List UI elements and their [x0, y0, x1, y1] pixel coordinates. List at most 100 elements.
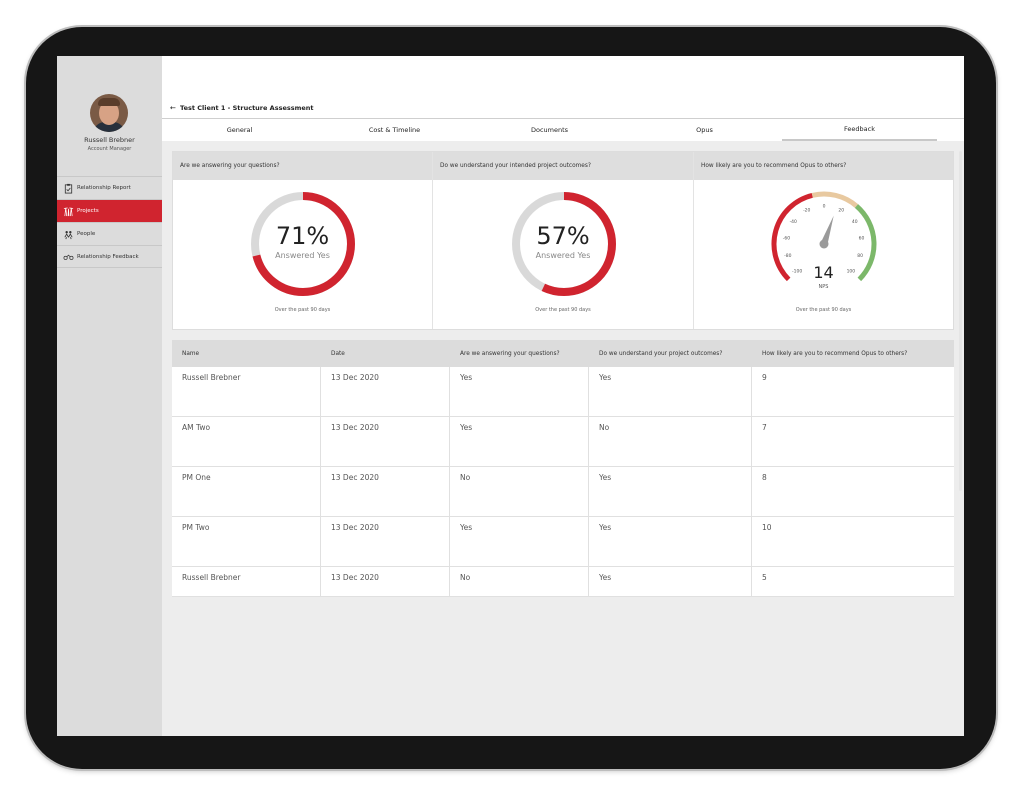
cell-name: Russell Brebner: [172, 367, 321, 416]
sidebar-item-label: People: [77, 231, 96, 237]
sidebar-item-label: Projects: [77, 208, 99, 214]
cell-answering: Yes: [450, 517, 589, 566]
cell-recommend: 9: [762, 373, 767, 382]
tab-opus[interactable]: Opus: [696, 126, 713, 134]
column-header-name[interactable]: Name: [182, 350, 200, 357]
card-footer: Over the past 90 days: [274, 307, 331, 313]
clipboard-icon: [61, 183, 75, 194]
cell-name: PM Two: [172, 517, 321, 566]
gauge-detractor-arc: [771, 192, 813, 282]
table-row[interactable]: Russell Brebner 13 Dec 2020 Yes Yes 9: [172, 367, 954, 417]
handshake-icon: [61, 251, 75, 262]
card-title: How likely are you to recommend Opus to …: [694, 152, 953, 180]
feedback-table: Name Date Are we answering your question…: [172, 340, 954, 597]
cell-recommend: 8: [762, 473, 767, 482]
user-role: Account Manager: [87, 146, 132, 152]
cell-outcomes: Yes: [589, 517, 752, 566]
card-footer: Over the past 90 days: [535, 307, 591, 313]
breadcrumb: ← Test Client 1 - Structure Assessment: [162, 100, 964, 119]
donut-chart: [251, 192, 355, 296]
sidebar-item-relationship-report[interactable]: Relationship Report: [57, 176, 162, 199]
gauge-passive-arc: [811, 191, 859, 208]
donut-value-arc: [251, 192, 355, 296]
tab-feedback[interactable]: Feedback: [782, 119, 937, 141]
tab-documents[interactable]: Documents: [530, 126, 569, 134]
card-footer: Over the past 90 days: [795, 307, 852, 313]
gauge-tick-label: 0: [823, 204, 826, 210]
nps-value: 14: [813, 263, 834, 282]
donut-label: Answered Yes: [275, 251, 330, 260]
table-row[interactable]: AM Two 13 Dec 2020 Yes No 7: [172, 417, 954, 467]
cell-name: AM Two: [172, 417, 321, 466]
tab-general[interactable]: General: [226, 126, 253, 134]
app-screen: Russell Brebner Account Manager Relation…: [57, 56, 964, 736]
top-bar: [162, 56, 964, 104]
cell-answering: Yes: [450, 367, 589, 416]
people-icon: [61, 229, 75, 240]
card-recommend-nps: How likely are you to recommend Opus to …: [694, 152, 953, 329]
back-arrow-icon[interactable]: ←: [170, 104, 176, 112]
gauge-tick-label: -100: [792, 268, 802, 274]
cell-name: PM One: [172, 467, 321, 516]
column-header-answering[interactable]: Are we answering your questions?: [460, 350, 560, 357]
column-header-outcomes[interactable]: Do we understand your project outcomes?: [599, 350, 723, 357]
donut-percent: 71%: [275, 222, 330, 250]
page-title: Test Client 1 - Structure Assessment: [180, 104, 314, 112]
table-row[interactable]: PM One 13 Dec 2020 No Yes 8: [172, 467, 954, 517]
card-answering-questions: Are we answering your questions? 71% Ans…: [173, 152, 433, 329]
cell-answering: Yes: [450, 417, 589, 466]
gauge-tick-label: 60: [859, 236, 865, 242]
gauge-tick-label: 80: [857, 253, 863, 259]
nps-gauge: -100 -80 -60 -40 -20 0 20 40 60 80 100: [771, 191, 877, 282]
cell-date: 13 Dec 2020: [321, 467, 450, 516]
donut-label: Answered Yes: [535, 251, 591, 260]
feedback-summary-cards: Are we answering your questions? 71% Ans…: [172, 151, 954, 330]
cell-recommend: 7: [762, 423, 767, 432]
sidebar-item-relationship-feedback[interactable]: Relationship Feedback: [57, 245, 162, 268]
table-header: Name Date Are we answering your question…: [172, 340, 954, 367]
table-row[interactable]: PM Two 13 Dec 2020 Yes Yes 10: [172, 517, 954, 567]
nps-label: NPS: [818, 284, 829, 290]
gauge-tick-label: 20: [838, 208, 844, 214]
cell-outcomes: Yes: [589, 567, 752, 596]
gauge-tick-label: -40: [790, 219, 797, 225]
gauge-hub: [819, 239, 829, 249]
column-header-date[interactable]: Date: [331, 350, 345, 357]
main-content: ← Test Client 1 - Structure Assessment G…: [162, 56, 964, 736]
donut-value-arc: [512, 192, 616, 296]
tab-cost-timeline[interactable]: Cost & Timeline: [368, 126, 421, 134]
scrollbar[interactable]: [959, 151, 962, 491]
cell-outcomes: No: [589, 417, 752, 466]
card-project-outcomes: Do we understand your intended project o…: [433, 152, 694, 329]
sidebar-item-label: Relationship Feedback: [77, 253, 139, 260]
cell-outcomes: Yes: [589, 367, 752, 416]
avatar[interactable]: [90, 94, 128, 132]
cell-answering: No: [450, 467, 589, 516]
cell-date: 13 Dec 2020: [321, 367, 450, 416]
gauge-promoter-arc: [854, 204, 877, 282]
card-title: Do we understand your intended project o…: [433, 152, 693, 180]
cranes-icon: [61, 206, 75, 217]
cell-recommend: 10: [762, 523, 772, 532]
table-row[interactable]: Russell Brebner 13 Dec 2020 No Yes 5: [172, 567, 954, 597]
sidebar-item-people[interactable]: People: [57, 222, 162, 245]
column-header-recommend[interactable]: How likely are you to recommend Opus to …: [762, 350, 908, 357]
gauge-needle: [820, 215, 834, 246]
gauge-tick-label: -80: [784, 253, 791, 259]
donut-percent: 57%: [536, 222, 590, 250]
sidebar: Russell Brebner Account Manager Relation…: [57, 56, 162, 736]
cell-answering: No: [450, 567, 589, 596]
sidebar-item-label: Relationship Report: [77, 185, 131, 191]
gauge-tick-label: 100: [847, 268, 856, 274]
gauge-tick-label: 40: [852, 219, 858, 225]
gauge-tick-label: -20: [803, 208, 810, 214]
tab-bar: General Cost & Timeline Documents Opus F…: [162, 119, 964, 141]
cell-date: 13 Dec 2020: [321, 417, 450, 466]
cell-outcomes: Yes: [589, 467, 752, 516]
gauge-tick-label: -60: [783, 236, 790, 242]
cell-name: Russell Brebner: [172, 567, 321, 596]
sidebar-item-projects[interactable]: Projects: [57, 199, 162, 222]
donut-chart: [512, 192, 616, 296]
cell-date: 13 Dec 2020: [321, 517, 450, 566]
cell-recommend: 5: [762, 573, 767, 582]
